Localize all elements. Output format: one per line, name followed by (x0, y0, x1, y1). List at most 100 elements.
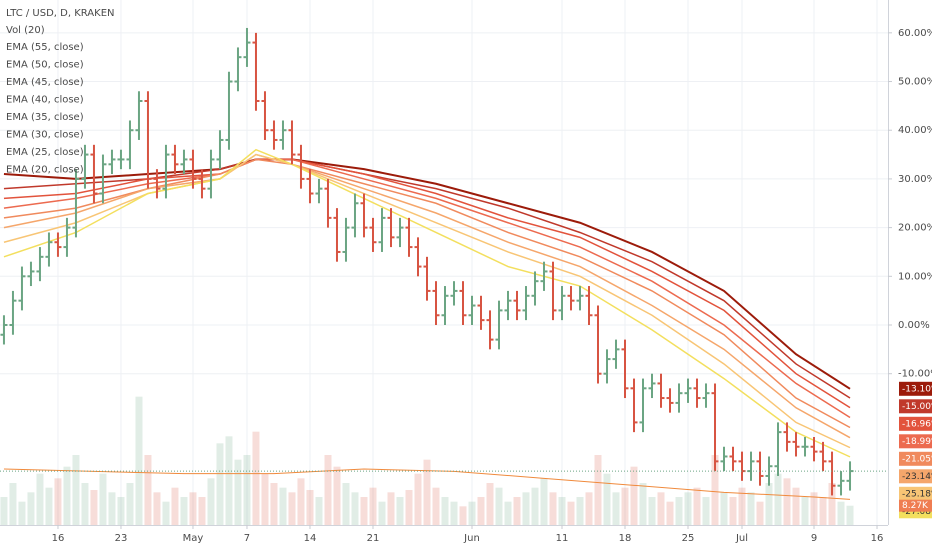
volume-bar (225, 436, 233, 525)
legend-entry: EMA (25, close) (6, 147, 84, 158)
volume-bar (765, 483, 773, 525)
x-tick-label: 9 (811, 533, 817, 544)
volume-bar (666, 501, 674, 525)
volume-bar (54, 478, 62, 525)
volume-bar (603, 473, 611, 525)
volume-bar (711, 455, 719, 525)
volume-bar (720, 492, 728, 525)
volume-bar (369, 487, 377, 525)
legend-entry: EMA (30, close) (6, 130, 84, 141)
volume-bar (693, 487, 701, 525)
volume-bar (45, 487, 53, 525)
volume-bar (459, 506, 467, 525)
volume-pane (0, 396, 854, 525)
price-label: -18.99% (902, 437, 932, 447)
volume-bar (576, 497, 584, 525)
volume-bar (585, 492, 593, 525)
volume-bar (306, 490, 314, 525)
volume-bar (315, 497, 323, 525)
x-tick-label: May (183, 533, 204, 544)
x-tick-label: 16 (871, 533, 884, 544)
price-label: -15.00% (902, 402, 932, 412)
volume-bar (522, 492, 530, 525)
volume-bar (432, 487, 440, 525)
volume-bar (738, 487, 746, 525)
volume-bar (558, 497, 566, 525)
axes: 60.00% 50.00% 40.00% 30.00% 20.00% 10.00% 0.00… (52, 28, 932, 544)
y-tick-label: 0.00% (898, 320, 930, 331)
volume-bar (180, 497, 188, 525)
y-tick-label: 10.00% (898, 271, 932, 282)
volume-bar (405, 490, 413, 525)
price-label-box (899, 469, 932, 484)
volume-label-box (899, 499, 932, 512)
x-tick-label: 25 (682, 533, 695, 544)
volume-bar (135, 396, 143, 525)
volume-bar (198, 497, 206, 525)
legend-entry: EMA (40, close) (6, 95, 84, 106)
volume-bar (36, 473, 44, 525)
volume-bar (486, 483, 494, 525)
volume-bar (810, 492, 818, 525)
y-tick-label: 50.00% (898, 77, 932, 88)
volume-bar (396, 497, 404, 525)
volume-bar (243, 455, 251, 525)
ema-line (3, 158, 851, 419)
volume-bar (189, 492, 197, 525)
volume-bar (18, 501, 26, 525)
volume-bar (828, 483, 836, 525)
volume-bar (540, 478, 548, 525)
volume-bar (702, 497, 710, 525)
volume-bar (567, 501, 575, 525)
volume-bar (342, 483, 350, 525)
volume-bar (9, 483, 17, 525)
x-tick-label: 16 (52, 533, 65, 544)
volume-bar (513, 497, 521, 525)
volume-bar (450, 501, 458, 525)
legend-entry: EMA (20, close) (6, 165, 84, 176)
legend-title: LTC / USD, D, KRAKEN (6, 8, 115, 19)
price-label-box (899, 434, 932, 449)
volume-bar (279, 487, 287, 525)
price-label: -16.96% (902, 419, 932, 429)
volume-bar (639, 483, 647, 525)
price-label: -23.14% (902, 472, 932, 482)
volume-bar (756, 501, 764, 525)
volume-bar (729, 497, 737, 525)
volume-bar (162, 501, 170, 525)
volume-bar (387, 492, 395, 525)
x-tick-label: Jun (463, 533, 480, 544)
volume-bar (414, 473, 422, 525)
volume-bar (72, 455, 80, 525)
legend-entry: EMA (35, close) (6, 112, 84, 123)
price-label-box (899, 486, 932, 501)
y-tick-label: 30.00% (898, 174, 932, 185)
x-tick-label: 23 (115, 533, 128, 544)
price-label: -13.10% (902, 384, 932, 394)
legend-entry: EMA (45, close) (6, 77, 84, 88)
volume-bar (846, 505, 854, 525)
volume-bar (747, 492, 755, 525)
volume-bar (90, 490, 98, 525)
volume-bar (297, 478, 305, 525)
y-tick-label: 60.00% (898, 28, 932, 39)
ema-lines (3, 148, 851, 458)
volume-bar (333, 466, 341, 525)
x-tick-label: 14 (304, 533, 317, 544)
volume-bar (684, 492, 692, 525)
volume-bar (495, 487, 503, 525)
price-label: -27.08% (902, 507, 932, 517)
x-tick-label: 7 (244, 533, 250, 544)
volume-bar (657, 492, 665, 525)
legend: LTC / USD, D, KRAKEN Vol (20) EMA (55, c… (6, 8, 115, 176)
volume-bar (477, 497, 485, 525)
volume-bar (288, 492, 296, 525)
volume-bar (171, 487, 179, 525)
legend-entry: EMA (55, close) (6, 42, 84, 53)
ema-line (3, 153, 851, 439)
x-tick-label: 21 (367, 533, 380, 544)
price-label-box (899, 451, 932, 466)
volume-bar (648, 497, 656, 525)
ema-line (3, 158, 851, 390)
